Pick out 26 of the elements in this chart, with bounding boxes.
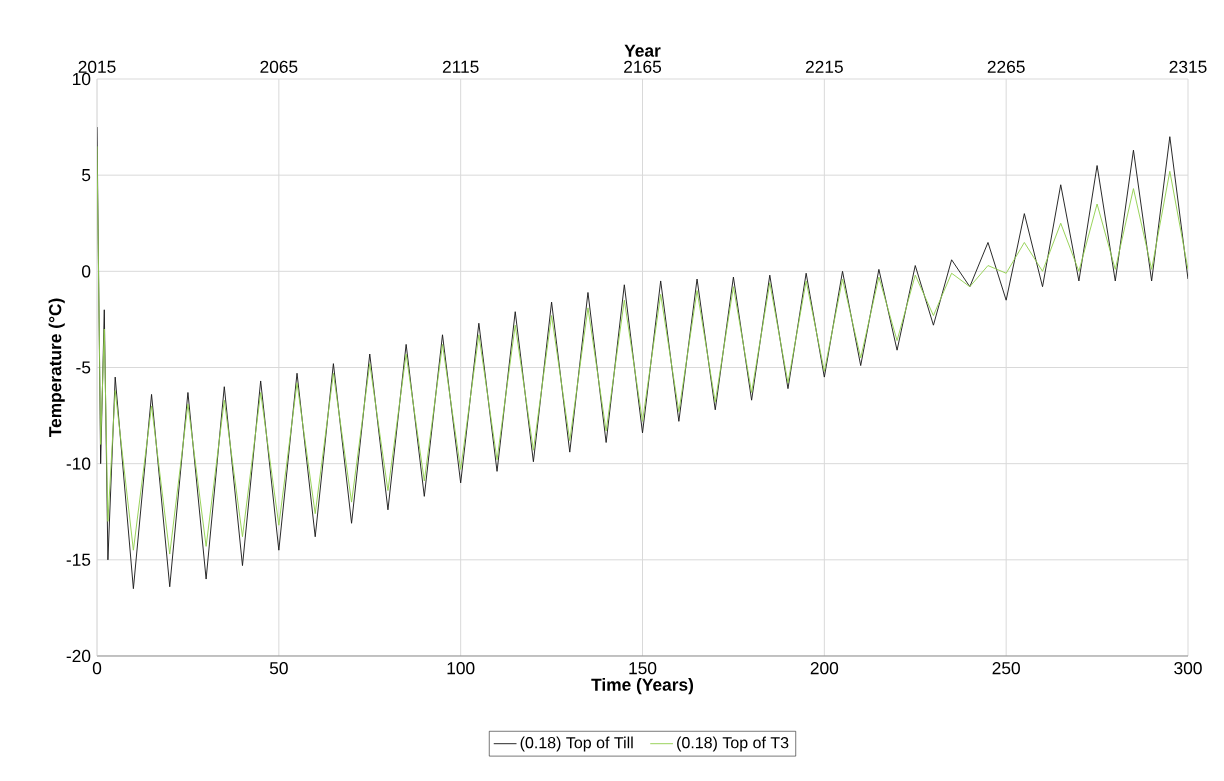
x2-tick-label: 2015 bbox=[78, 60, 116, 73]
x2-tick-label: 2265 bbox=[987, 60, 1025, 73]
legend-label: (0.18) Top of T3 bbox=[677, 736, 789, 752]
x2-tick-label: 2115 bbox=[442, 60, 479, 73]
y-tick-label: -10 bbox=[66, 457, 91, 470]
x2-tick-label: 2165 bbox=[624, 60, 662, 73]
x2-axis-title: Year bbox=[624, 44, 661, 57]
y-tick-label: -5 bbox=[76, 361, 91, 374]
y-tick-label: -15 bbox=[66, 553, 91, 566]
y-tick-label: 0 bbox=[81, 265, 91, 278]
x2-tick-label: 2215 bbox=[805, 60, 843, 73]
x-axis-title: Time (Years) bbox=[591, 678, 694, 695]
legend-label: (0.18) Top of Till bbox=[520, 736, 633, 752]
x-tick-label: 150 bbox=[629, 662, 657, 675]
x2-tick-label: 2065 bbox=[260, 60, 298, 73]
x-tick-label: 250 bbox=[992, 662, 1020, 675]
x2-tick-label: 2315 bbox=[1169, 60, 1207, 73]
x-tick-label: 300 bbox=[1174, 662, 1202, 675]
y-tick-label: -20 bbox=[66, 649, 91, 663]
y-tick-label: 10 bbox=[73, 72, 91, 86]
x-tick-label: 50 bbox=[269, 662, 288, 675]
y-tick-label: 5 bbox=[82, 169, 91, 182]
y-axis-title: Temperature (°C) bbox=[48, 298, 65, 438]
x-tick-label: 0 bbox=[92, 662, 102, 675]
x-tick-label: 100 bbox=[447, 662, 475, 675]
x-tick-label: 200 bbox=[810, 662, 839, 675]
